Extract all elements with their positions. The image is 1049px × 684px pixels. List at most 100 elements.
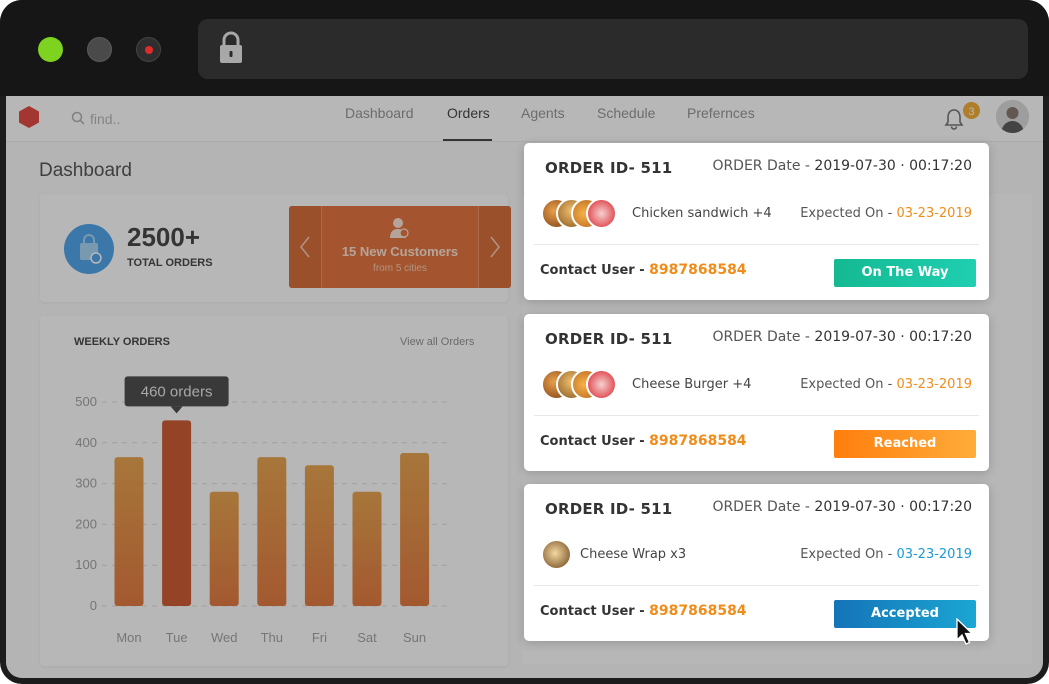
active-tab-indicator	[443, 139, 492, 141]
avatar[interactable]	[996, 100, 1029, 133]
search-icon	[71, 111, 85, 125]
food-thumbnails	[541, 539, 631, 571]
dashboard-app: Dashboard Orders Agents Schedule Prefern…	[6, 96, 1043, 678]
order-date-label: ORDER Date -	[712, 329, 815, 345]
window-close-button[interactable]	[136, 37, 161, 62]
order-card: ORDER ID- 511 ORDER Date - 2019-07-30 · …	[524, 484, 989, 641]
order-date: ORDER Date - 2019-07-30 · 00:17:20	[712, 329, 972, 345]
window-titlebar	[0, 0, 1049, 96]
carousel-prev-button[interactable]	[289, 206, 322, 288]
expected-label: Expected On -	[800, 547, 897, 562]
order-id: ORDER ID- 511	[545, 500, 673, 518]
status-reached-button[interactable]: Reached	[834, 430, 976, 458]
search-box	[66, 107, 286, 131]
tooltip-text: 460 orders	[141, 383, 213, 400]
user-check-icon	[390, 218, 409, 238]
order-item: Chicken sandwich +4	[632, 206, 772, 221]
x-tick-label: Tue	[166, 630, 188, 645]
order-date-label: ORDER Date -	[712, 158, 815, 174]
bar-mon[interactable]	[114, 457, 144, 606]
lock-icon	[220, 31, 242, 63]
mouse-cursor-icon	[956, 618, 974, 645]
bar-sat[interactable]	[352, 491, 382, 606]
y-tick-label: 500	[75, 394, 97, 409]
bar-tue[interactable]	[162, 420, 192, 606]
food-thumbnails	[541, 369, 631, 401]
contact-user: Contact User - 8987868584	[540, 433, 747, 449]
chevron-right-icon	[490, 236, 500, 258]
contact-phone[interactable]: 8987868584	[649, 262, 747, 278]
x-tick-label: Wed	[211, 630, 238, 645]
bar-thu[interactable]	[257, 457, 287, 606]
x-tick-label: Sat	[357, 630, 377, 645]
expected-on: Expected On - 03-23-2019	[800, 206, 972, 221]
promo-subtitle: from 5 cities	[373, 263, 427, 274]
total-orders-label: TOTAL ORDERS	[127, 257, 213, 269]
contact-phone[interactable]: 8987868584	[649, 433, 747, 449]
status-accepted-button[interactable]: Accepted	[834, 600, 976, 628]
x-tick-label: Sun	[403, 630, 426, 645]
app-screen: Dashboard Orders Agents Schedule Prefern…	[6, 96, 1043, 678]
expected-date: 03-23-2019	[896, 547, 972, 562]
address-bar[interactable]	[198, 19, 1028, 79]
bar-wed[interactable]	[209, 491, 239, 606]
food-thumbnail	[541, 539, 572, 570]
expected-on: Expected On - 03-23-2019	[800, 547, 972, 562]
expected-label: Expected On -	[800, 206, 897, 221]
view-all-orders-link[interactable]: View all Orders	[400, 336, 475, 348]
tab-dashboard[interactable]: Dashboard	[345, 105, 414, 121]
bar-fri[interactable]	[304, 465, 334, 606]
contact-label: Contact User -	[540, 263, 650, 278]
order-id: ORDER ID- 511	[545, 159, 673, 177]
x-tick-label: Mon	[116, 630, 141, 645]
divider	[534, 585, 979, 586]
expected-label: Expected On -	[800, 377, 897, 392]
total-orders-value: 2500+	[127, 222, 201, 252]
promo-title: 15 New Customers	[341, 244, 459, 259]
food-thumbnail	[586, 198, 617, 229]
tab-agents[interactable]: Agents	[521, 105, 565, 121]
notification-badge: 3	[961, 100, 982, 121]
top-navigation: Dashboard Orders Agents Schedule Prefern…	[6, 96, 1043, 142]
user-avatar-icon	[996, 100, 1029, 133]
tooltip-pointer	[170, 406, 183, 414]
tab-preferences[interactable]: Prefernces	[687, 105, 755, 121]
divider	[534, 244, 979, 245]
order-card: ORDER ID- 511 ORDER Date - 2019-07-30 · …	[524, 143, 989, 300]
status-on-the-way-button[interactable]: On The Way	[834, 259, 976, 287]
page-title: Dashboard	[39, 160, 132, 181]
food-thumbnail	[586, 369, 617, 400]
order-date-value: 2019-07-30 · 00:17:20	[814, 329, 972, 345]
y-tick-label: 100	[75, 557, 97, 572]
search-input[interactable]	[90, 107, 280, 131]
order-date: ORDER Date - 2019-07-30 · 00:17:20	[712, 499, 972, 515]
window-minimize-button[interactable]	[87, 37, 112, 62]
tab-schedule[interactable]: Schedule	[597, 105, 656, 121]
order-date: ORDER Date - 2019-07-30 · 00:17:20	[712, 158, 972, 174]
carousel-next-button[interactable]	[478, 206, 511, 288]
contact-label: Contact User -	[540, 434, 650, 449]
order-date-value: 2019-07-30 · 00:17:20	[814, 158, 972, 174]
bar-sun[interactable]	[400, 453, 430, 606]
logo-icon	[19, 106, 39, 128]
window-maximize-button[interactable]	[38, 37, 63, 62]
order-card: ORDER ID- 511 ORDER Date - 2019-07-30 · …	[524, 314, 989, 471]
x-tick-label: Thu	[261, 630, 283, 645]
contact-user: Contact User - 8987868584	[540, 262, 747, 278]
order-date-value: 2019-07-30 · 00:17:20	[814, 499, 972, 515]
expected-date: 03-23-2019	[896, 377, 972, 392]
contact-user: Contact User - 8987868584	[540, 603, 747, 619]
order-date-label: ORDER Date -	[712, 499, 815, 515]
tab-orders[interactable]: Orders	[447, 105, 490, 121]
order-item: Cheese Burger +4	[632, 377, 752, 392]
new-customers-carousel: 15 New Customers from 5 cities	[289, 206, 511, 288]
contact-label: Contact User -	[540, 604, 650, 619]
order-id: ORDER ID- 511	[545, 330, 673, 348]
shopping-bag-icon	[64, 224, 114, 274]
chevron-left-icon	[300, 236, 310, 258]
order-item: Cheese Wrap x3	[580, 547, 687, 562]
bell-icon[interactable]	[944, 108, 964, 130]
contact-phone[interactable]: 8987868584	[649, 603, 747, 619]
divider	[534, 415, 979, 416]
weekly-orders-card: WEEKLY ORDERS View all Orders 0 100 200 300…	[40, 316, 508, 666]
